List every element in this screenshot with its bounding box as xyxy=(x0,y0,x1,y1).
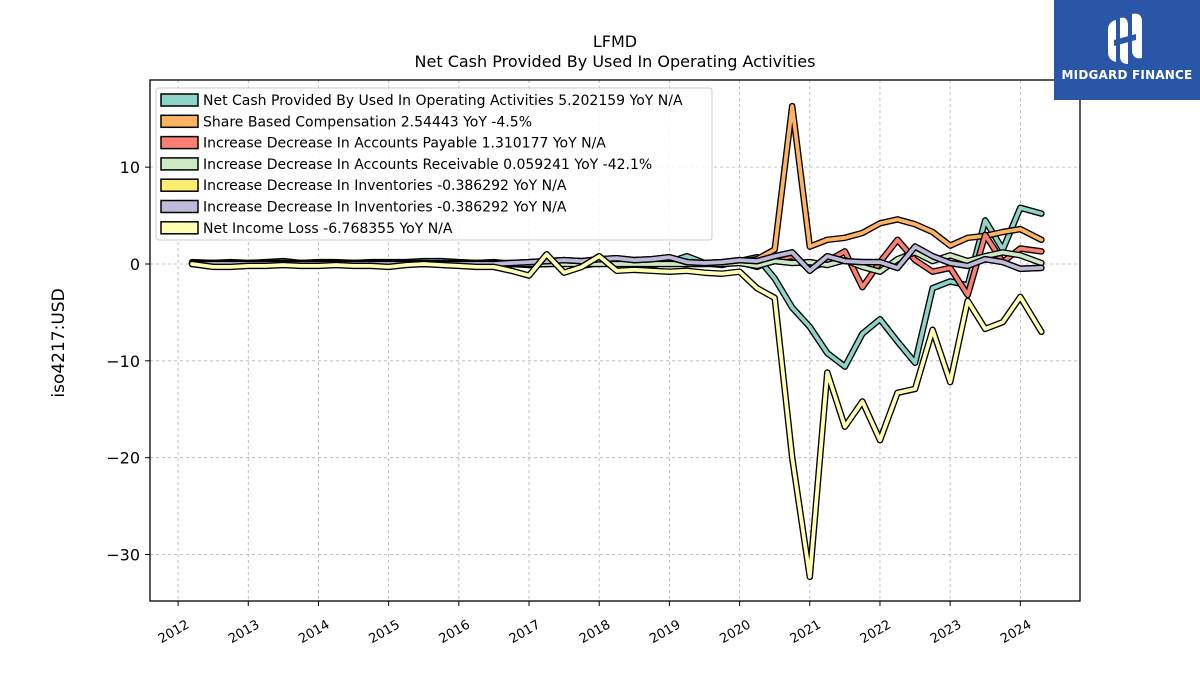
legend-label: Increase Decrease In Accounts Payable 1.… xyxy=(203,136,606,152)
plot-frame xyxy=(149,79,1081,602)
x-tick-label: 2022 xyxy=(858,617,894,647)
series-line-6 xyxy=(190,252,1044,579)
y-tick-label: −10 xyxy=(106,352,140,371)
series-lines xyxy=(188,102,1045,581)
legend-swatch xyxy=(160,135,199,150)
y-tick-label: −20 xyxy=(106,449,140,468)
legend-swatch xyxy=(160,199,199,214)
y-tick-label: 0 xyxy=(130,255,140,274)
x-tick-label: 2023 xyxy=(928,617,964,647)
legend-label: Increase Decrease In Inventories -0.3862… xyxy=(203,200,567,216)
x-tick-label: 2015 xyxy=(366,617,402,647)
chart-title: LFMD xyxy=(592,32,638,51)
x-tick-label: 2014 xyxy=(296,617,332,647)
legend-swatch xyxy=(160,178,199,192)
legend-swatch xyxy=(160,221,199,235)
legend-label: Increase Decrease In Inventories -0.3862… xyxy=(203,178,567,194)
legend-swatch xyxy=(160,114,199,129)
legend-label: Share Based Compensation 2.54443 YoY -4.… xyxy=(203,114,532,130)
legend: Net Cash Provided By Used In Operating A… xyxy=(155,87,713,241)
brand-logo: MIDGARD FINANCE xyxy=(1054,0,1200,100)
y-tick-label: −30 xyxy=(106,546,140,565)
legend-label: Increase Decrease In Accounts Receivable… xyxy=(203,157,652,173)
x-tick-label: 2017 xyxy=(507,617,543,647)
x-tick-label: 2013 xyxy=(226,617,262,647)
series-line-outline-6 xyxy=(188,251,1045,581)
x-tick-label: 2024 xyxy=(998,617,1034,647)
x-tick-label: 2016 xyxy=(437,617,473,647)
legend-swatch xyxy=(160,93,199,107)
x-tick-label: 2012 xyxy=(156,617,192,647)
x-tick-label: 2020 xyxy=(717,617,753,647)
x-tick-label: 2019 xyxy=(647,617,683,647)
y-axis-label: iso4217:USD xyxy=(49,288,69,397)
legend-box xyxy=(155,87,713,241)
legend-swatch xyxy=(160,157,199,171)
x-tick-label: 2018 xyxy=(577,617,613,647)
brand-name: MIDGARD FINANCE xyxy=(1061,68,1193,82)
midgard-logo-icon xyxy=(1108,13,1142,64)
legend-label: Net Cash Provided By Used In Operating A… xyxy=(203,93,683,109)
x-tick-label: 2021 xyxy=(788,617,824,647)
legend-label: Net Income Loss -6.768355 YoY N/A xyxy=(203,221,453,237)
chart-subtitle: Net Cash Provided By Used In Operating A… xyxy=(414,52,816,71)
y-tick-label: 10 xyxy=(120,158,140,177)
